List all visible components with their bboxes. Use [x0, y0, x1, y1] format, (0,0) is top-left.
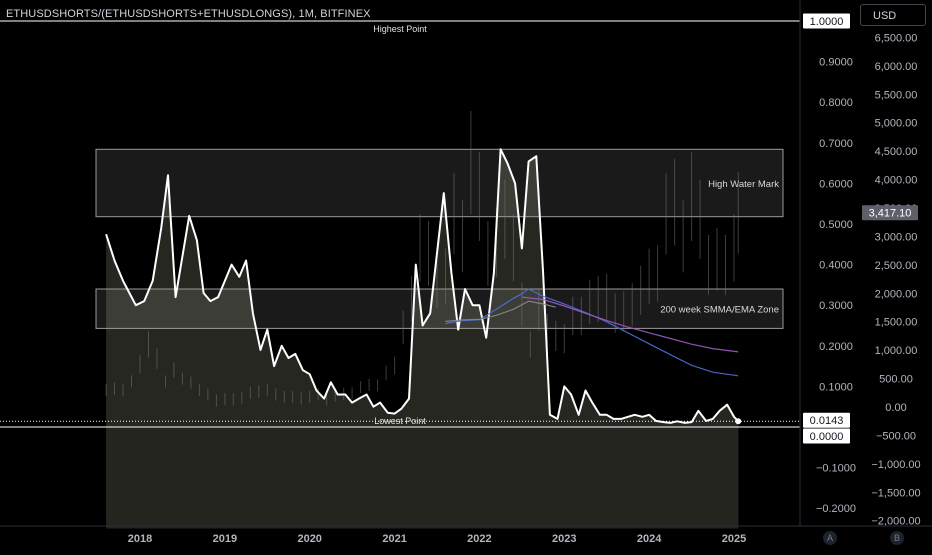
left-tick-9: −0.1000	[816, 463, 856, 475]
right-tick-14: −500.00	[876, 430, 916, 442]
x-tick-2021: 2021	[382, 533, 406, 545]
left-value-box-1	[803, 412, 850, 428]
right-tick-1: 6,000.00	[875, 61, 918, 73]
currency-selector[interactable]: USD	[860, 4, 926, 26]
right-tick-4: 4,500.00	[875, 146, 918, 158]
right-tick-15: −1,000.00	[871, 459, 920, 471]
left-value-label-2: 0.0000	[810, 431, 844, 443]
right-tick-10: 1,500.00	[875, 317, 918, 329]
negative-area-fill	[106, 427, 739, 529]
price-box	[862, 205, 918, 221]
right-tick-12: 500.00	[879, 374, 913, 386]
left-tick-5: 0.4000	[819, 260, 853, 272]
x-tick-2019: 2019	[213, 533, 237, 545]
right-tick-3: 5,000.00	[875, 118, 918, 130]
right-tick-8: 2,500.00	[875, 260, 918, 272]
right-tick-16: −1,500.00	[871, 487, 920, 499]
series-line-2	[521, 296, 739, 353]
left-tick-1: 0.8000	[819, 97, 853, 109]
right-tick-7: 3,000.00	[875, 231, 918, 243]
left-tick-0: 0.9000	[819, 57, 853, 69]
left-value-box-0	[803, 13, 850, 29]
series-line-0	[105, 148, 739, 424]
left-tick-2: 0.7000	[819, 138, 853, 150]
right-tick-13: 0.00	[885, 402, 906, 414]
left-tick-3: 0.6000	[819, 178, 853, 190]
zone-label-0: High Water Mark	[708, 179, 779, 190]
left-value-box-2	[803, 428, 850, 444]
price-label: 3,417.10	[869, 208, 912, 220]
left-tick-6: 0.3000	[819, 300, 853, 312]
right-tick-2: 5,500.00	[875, 89, 918, 101]
x-tick-2018: 2018	[128, 533, 152, 545]
x-tick-2025: 2025	[722, 533, 746, 545]
annotation-1: Lowest Point	[374, 416, 426, 426]
x-tick-2020: 2020	[297, 533, 321, 545]
left-tick-7: 0.2000	[819, 341, 853, 353]
left-value-label-0: 1.0000	[810, 16, 844, 28]
x-tick-2023: 2023	[552, 533, 576, 545]
chart-title: ETHUSDSHORTS/(ETHUSDSHORTS+ETHUSDLONGS),…	[6, 8, 371, 20]
zone-box-1	[95, 288, 784, 329]
right-tick-0: 6,500.00	[875, 32, 918, 44]
right-tick-5: 4,000.00	[875, 175, 918, 187]
right-tick-17: −2,000.00	[871, 516, 920, 528]
series-line-1	[445, 288, 739, 377]
zone-box-0	[95, 148, 784, 218]
right-tick-9: 2,000.00	[875, 288, 918, 300]
series-line-3	[445, 300, 556, 322]
x-tick-2022: 2022	[467, 533, 491, 545]
right-tick-11: 1,000.00	[875, 345, 918, 357]
left-tick-10: −0.2000	[816, 503, 856, 515]
annotation-0: Highest Point	[373, 24, 427, 34]
left-value-label-1: 0.0143	[810, 415, 844, 427]
left-tick-8: 0.1000	[819, 381, 853, 393]
x-tick-2024: 2024	[637, 533, 662, 545]
auto-scale-button[interactable]: A	[823, 531, 837, 545]
log-scale-button[interactable]: B	[890, 531, 904, 545]
zone-label-1: 200 week SMMA/EMA Zone	[660, 305, 779, 316]
left-tick-4: 0.5000	[819, 219, 853, 231]
